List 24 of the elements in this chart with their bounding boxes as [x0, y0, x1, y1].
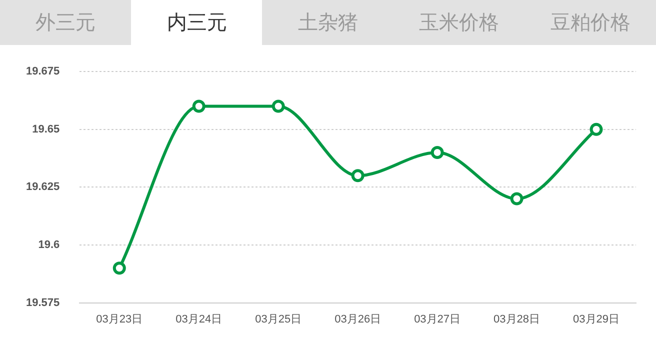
y-tick-label: 19.6	[38, 239, 60, 252]
x-tick-label: 03月27日	[414, 313, 461, 326]
x-tick-label: 03月26日	[334, 313, 382, 326]
x-tick-label: 03月29日	[573, 313, 620, 326]
point	[590, 122, 603, 136]
text: 玉米价格	[418, 9, 500, 36]
text: 外三元	[34, 9, 97, 36]
point	[192, 100, 206, 113]
y-tick-label: 19.675	[26, 66, 60, 78]
x-tick-label: 03月28日	[494, 313, 540, 326]
point	[112, 262, 126, 275]
x-tick-label: 03月23日	[96, 313, 143, 326]
text: 土杂猪	[297, 9, 359, 36]
y-tick-label: 19.65	[32, 123, 60, 136]
point	[272, 100, 285, 113]
y-tick-label: 19.625	[26, 181, 60, 194]
text: 豆粕价格	[549, 9, 632, 36]
x-tick-label: 03月24日	[176, 313, 222, 326]
point	[510, 192, 524, 206]
text: 内三元	[131, 0, 262, 45]
y-tick-label: 19.575	[26, 296, 60, 309]
point	[351, 169, 364, 182]
x-tick-label: 03月25日	[255, 313, 302, 326]
point	[430, 146, 444, 160]
